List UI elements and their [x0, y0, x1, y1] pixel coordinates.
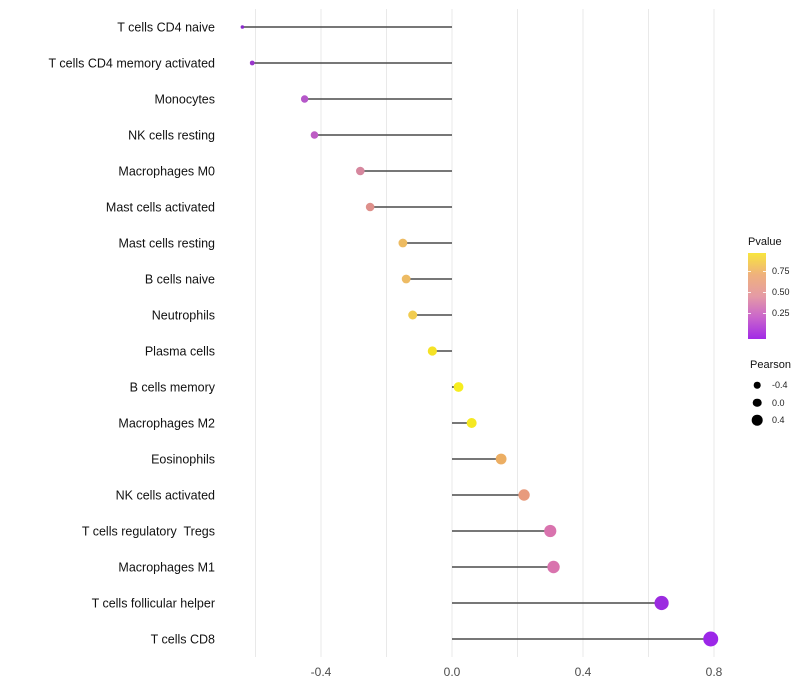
category-label: Mast cells activated [106, 201, 215, 215]
data-point [453, 382, 464, 392]
category-label: NK cells resting [128, 129, 215, 143]
category-label: T cells follicular helper [92, 597, 215, 611]
data-point [249, 60, 255, 66]
pearson-size-dot [751, 415, 763, 426]
data-point [408, 310, 418, 320]
data-point [495, 453, 507, 465]
data-point [300, 95, 309, 103]
category-label: B cells memory [130, 381, 216, 395]
category-label: T cells CD8 [151, 633, 215, 647]
category-label: Macrophages M1 [118, 561, 215, 575]
pearson-size-dot [752, 398, 762, 407]
data-point [427, 346, 437, 356]
pvalue-tickmark [763, 313, 766, 315]
pvalue-tick-label: 0.75 [772, 266, 790, 277]
data-point [398, 238, 408, 248]
category-label: T cells CD4 naive [117, 21, 215, 35]
pvalue-tickmark [748, 292, 751, 294]
x-axis-tick-label: 0.4 [575, 665, 592, 679]
data-point [365, 202, 375, 212]
data-point [310, 131, 319, 139]
data-point [401, 274, 411, 284]
category-label: Monocytes [155, 93, 215, 107]
category-label: T cells CD4 memory activated [49, 57, 216, 71]
category-label: Plasma cells [145, 345, 215, 359]
pearson-legend-title: Pearson [750, 359, 791, 371]
category-label: Mast cells resting [118, 237, 215, 251]
pvalue-tick-label: 0.25 [772, 308, 790, 319]
category-label: T cells regulatory Tregs [82, 525, 215, 539]
x-axis-tick-label: 0.0 [444, 665, 461, 679]
pearson-size-label: 0.4 [772, 415, 785, 426]
pearson-size-label: 0.0 [772, 397, 785, 408]
pearson-size-label: -0.4 [772, 380, 788, 390]
category-label: NK cells activated [116, 489, 215, 503]
pvalue-colorbar [748, 253, 766, 339]
pvalue-tick-label: 0.50 [772, 287, 790, 298]
data-point [703, 631, 719, 647]
pvalue-tickmark [748, 313, 751, 315]
pvalue-tickmark [748, 271, 751, 273]
x-axis-tick-label: -0.4 [311, 665, 332, 679]
pearson-size-dot [753, 381, 761, 389]
data-point [654, 595, 669, 611]
data-point [240, 25, 245, 29]
data-point [356, 166, 365, 176]
x-axis-tick-label: 0.8 [706, 665, 723, 679]
category-label: Macrophages M0 [118, 165, 215, 179]
category-label: Neutrophils [152, 309, 215, 323]
category-label: Eosinophils [151, 453, 215, 467]
category-label: B cells naive [145, 273, 215, 287]
category-label: Macrophages M2 [118, 417, 215, 431]
data-point [466, 418, 477, 428]
pvalue-legend-title: Pvalue [748, 236, 782, 248]
pvalue-tickmark [763, 271, 766, 273]
data-point [547, 560, 560, 574]
data-point [518, 489, 530, 501]
pvalue-tickmark [763, 292, 766, 294]
data-point [544, 524, 557, 538]
